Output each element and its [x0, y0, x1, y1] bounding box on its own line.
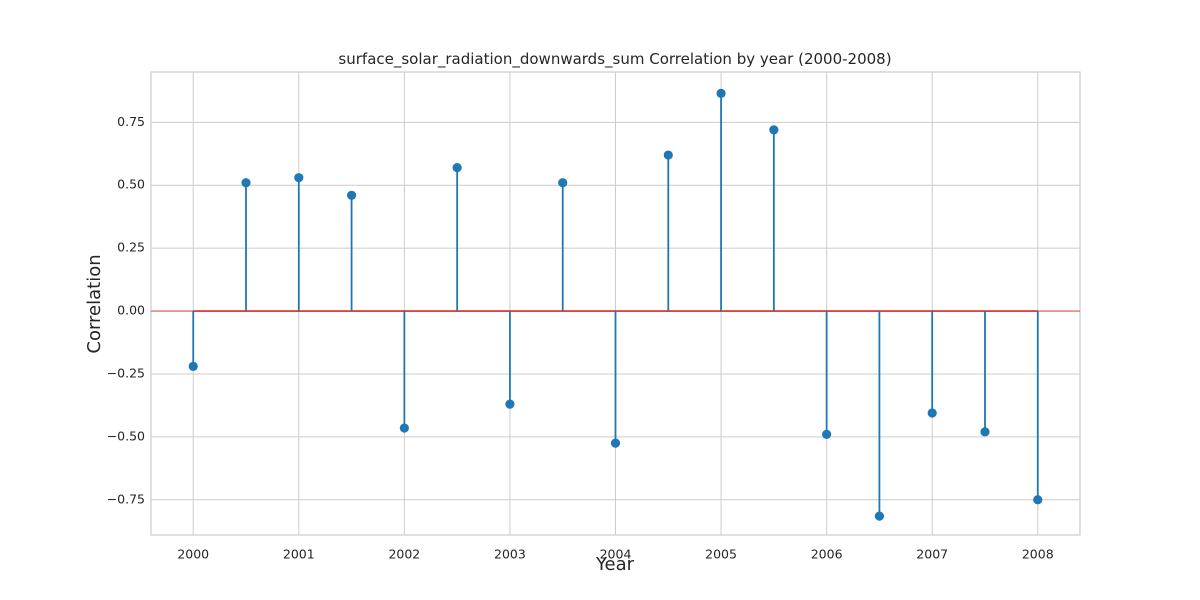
y-tick-label: −0.50 — [107, 428, 145, 443]
x-tick-label: 2004 — [600, 547, 632, 562]
data-point — [505, 399, 515, 409]
data-point — [241, 178, 251, 188]
x-tick-label: 2000 — [177, 547, 209, 562]
data-point — [610, 438, 621, 448]
y-tick-label: −0.25 — [107, 365, 145, 380]
data-point — [294, 173, 304, 183]
x-tick-label: 2002 — [388, 547, 420, 562]
chart-title: surface_solar_radiation_downwards_sum Co… — [338, 50, 891, 69]
data-point — [980, 427, 990, 437]
stem-layer — [192, 93, 1039, 517]
data-point — [874, 511, 885, 521]
data-point — [452, 163, 462, 173]
y-tick-label: 0.75 — [117, 114, 145, 129]
marker-layer — [188, 88, 1043, 521]
plot-frame — [150, 71, 1081, 536]
y-tick-labels: −0.75 −0.50 −0.25 0.00 0.25 0.50 0.75 — [107, 114, 145, 506]
data-point — [927, 408, 937, 418]
plot-border — [150, 71, 1081, 536]
data-point — [558, 178, 568, 188]
x-tick-label: 2005 — [705, 547, 737, 562]
x-tick-label: 2008 — [1022, 547, 1054, 562]
data-point — [188, 361, 198, 372]
y-axis-label: Correlation — [84, 254, 105, 353]
x-tick-label: 2007 — [916, 547, 948, 562]
y-tick-label: −0.75 — [107, 491, 145, 506]
y-tick-label: 0.50 — [117, 177, 145, 192]
x-tick-labels: 2000 2001 2002 2003 2004 2005 2006 2007 2008 — [177, 547, 1053, 562]
y-tick-label: 0.00 — [117, 303, 145, 318]
data-point — [663, 150, 673, 160]
data-point — [716, 88, 726, 98]
data-point — [1033, 495, 1043, 505]
data-point — [769, 125, 779, 135]
x-tick-label: 2006 — [811, 547, 843, 562]
data-point — [399, 423, 409, 433]
x-tick-label: 2001 — [283, 547, 315, 562]
x-tick-label: 2003 — [494, 547, 526, 562]
data-point — [822, 429, 832, 439]
data-point — [346, 190, 357, 200]
y-tick-label: 0.25 — [117, 240, 145, 255]
x-axis-label: Year — [595, 554, 635, 575]
